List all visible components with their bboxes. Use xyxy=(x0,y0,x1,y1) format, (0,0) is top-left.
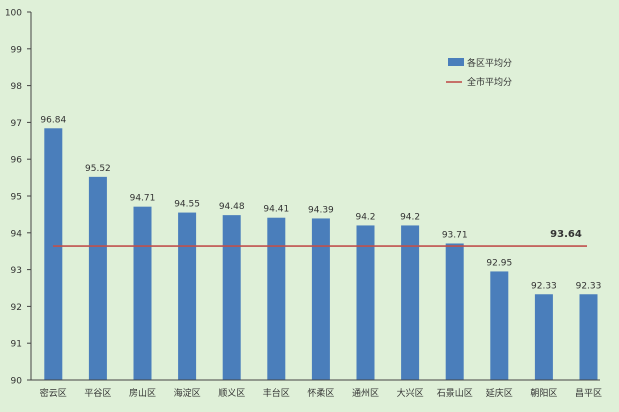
x-tick-label: 大兴区 xyxy=(397,387,424,399)
y-tick-label: 92 xyxy=(11,303,22,313)
bar xyxy=(222,215,241,380)
x-tick-label: 通州区 xyxy=(352,388,379,399)
x-tick-label: 朝阳区 xyxy=(530,388,557,399)
x-tick-label: 丰台区 xyxy=(263,387,290,399)
data-label: 94.39 xyxy=(308,205,334,215)
x-tick-label: 平谷区 xyxy=(84,388,111,399)
y-tick-label: 99 xyxy=(11,45,23,55)
x-tick-label: 顺义区 xyxy=(218,388,245,399)
data-label: 94.2 xyxy=(355,212,375,222)
x-tick-label: 密云区 xyxy=(40,387,67,399)
x-tick-label: 昌平区 xyxy=(575,388,602,399)
bar xyxy=(44,128,63,380)
bar xyxy=(267,217,286,380)
y-tick-label: 100 xyxy=(5,9,22,19)
data-label: 93.71 xyxy=(442,230,468,240)
bar xyxy=(133,206,152,380)
x-tick-label: 房山区 xyxy=(129,387,156,399)
y-tick-label: 94 xyxy=(11,229,23,239)
legend-label-bars: 各区平均分 xyxy=(467,57,512,69)
data-label: 94.41 xyxy=(263,205,289,215)
bar xyxy=(311,218,330,380)
x-tick-label: 延庆区 xyxy=(486,387,513,399)
y-tick-label: 91 xyxy=(11,340,22,350)
bar xyxy=(490,271,509,380)
bar xyxy=(579,294,598,380)
y-tick-label: 95 xyxy=(11,193,22,203)
data-label: 94.2 xyxy=(400,212,420,222)
bar xyxy=(356,225,375,380)
data-label: 96.84 xyxy=(40,115,66,125)
bar xyxy=(534,294,553,380)
data-label: 94.48 xyxy=(219,202,245,212)
x-tick-label: 石景山区 xyxy=(437,388,473,399)
y-tick-label: 98 xyxy=(11,82,23,92)
legend-swatch-bars xyxy=(448,58,464,66)
bar xyxy=(445,243,464,380)
bar xyxy=(401,225,420,380)
y-tick-label: 97 xyxy=(11,119,22,129)
bar xyxy=(88,176,107,380)
data-label: 95.52 xyxy=(85,164,111,174)
y-tick-label: 96 xyxy=(11,156,23,166)
data-label: 92.33 xyxy=(576,281,602,291)
data-label: 94.55 xyxy=(174,200,200,210)
data-label: 92.33 xyxy=(531,281,557,291)
y-tick-label: 93 xyxy=(11,266,22,276)
legend-label-line: 全市平均分 xyxy=(467,76,512,88)
y-tick-label: 90 xyxy=(11,377,23,387)
reference-line-label: 93.64 xyxy=(550,229,582,240)
x-tick-label: 海淀区 xyxy=(174,387,201,399)
data-label: 92.95 xyxy=(486,258,512,268)
x-tick-label: 怀柔区 xyxy=(307,387,334,399)
data-label: 94.71 xyxy=(130,194,156,204)
bar xyxy=(178,212,197,380)
